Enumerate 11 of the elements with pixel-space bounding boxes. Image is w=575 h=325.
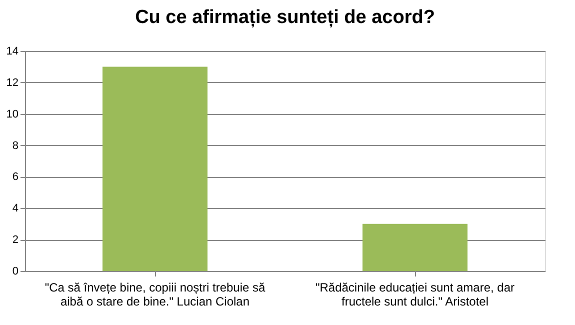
y-tick-label: 0 — [12, 266, 18, 278]
y-tick-label: 8 — [12, 140, 18, 152]
x-tick-label: "Rădăcinile educației sunt amare, dar fructele sunt dulci." Aristotel — [315, 280, 515, 308]
y-tick-label: 6 — [12, 171, 18, 184]
y-tick-label: 4 — [12, 202, 18, 215]
y-tick-label: 10 — [6, 108, 18, 120]
chart-title: Cu ce afirmație sunteți de acord? — [135, 7, 435, 28]
y-tick-label: 12 — [6, 76, 18, 89]
x-tick-label: "Ca să învețe bine, copiii noștri trebuie să aibă o stare de bine." Lucian Ciolan — [44, 280, 266, 308]
y-tick-label: 14 — [6, 46, 18, 58]
y-tick-label: 2 — [12, 234, 18, 246]
